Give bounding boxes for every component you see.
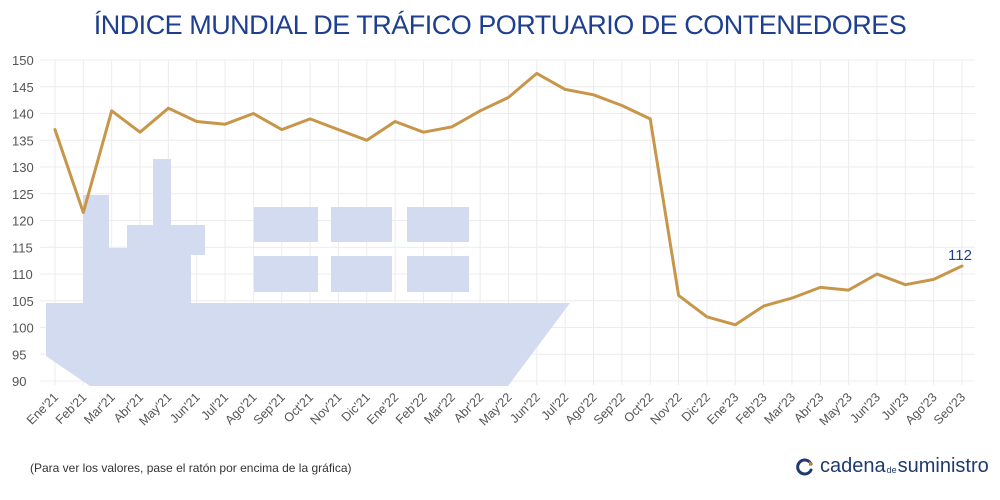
- y-tick-label: 115: [12, 240, 33, 255]
- data-point[interactable]: Feb'21: 121.5: [78, 207, 88, 217]
- footnote: (Para ver los valores, pase el ratón por…: [30, 461, 352, 475]
- data-point[interactable]: Mar'22: 137.5: [447, 122, 457, 132]
- data-point[interactable]: Oct'22: 139: [645, 114, 655, 124]
- data-point[interactable]: Ene'22: 138.5: [390, 117, 400, 127]
- x-tick-label: Feb'21: [53, 390, 90, 427]
- data-point[interactable]: Oct'21: 139: [305, 114, 315, 124]
- data-point[interactable]: Mar'21: 140.5: [107, 106, 117, 116]
- data-point[interactable]: Jun'22: 147.5: [532, 68, 542, 78]
- data-point[interactable]: Abr'23: 107.5: [815, 282, 825, 292]
- data-point[interactable]: Jul'21: 138: [220, 119, 230, 129]
- x-tick-label: Ene'23: [704, 390, 741, 427]
- x-tick-label: Mar'22: [421, 390, 458, 427]
- y-tick-label: 105: [12, 294, 34, 309]
- x-tick-label: Sep'21: [251, 390, 288, 427]
- data-point[interactable]: Ago'21: 140: [248, 109, 258, 119]
- logo-icon: [796, 458, 813, 475]
- data-point[interactable]: Sep'21: 137: [277, 125, 287, 135]
- data-point[interactable]: Jun'23: 110: [872, 269, 882, 279]
- x-tick-label: Nov'21: [307, 390, 344, 427]
- x-tick-label: Jun'21: [167, 390, 203, 426]
- data-point[interactable]: May'22: 143: [504, 92, 514, 102]
- data-point[interactable]: Mar'23: 105.5: [787, 293, 797, 303]
- data-point[interactable]: Ago'22: 143.5: [589, 90, 599, 100]
- y-tick-label: 145: [12, 80, 34, 95]
- x-tick-label: Mar'23: [761, 390, 798, 427]
- x-tick-label: May'21: [136, 390, 174, 428]
- y-tick-label: 130: [12, 160, 34, 175]
- x-axis: Ene'21Feb'21Mar'21Abr'21May'21Jun'21Jul'…: [24, 390, 968, 428]
- x-tick-label: Feb'23: [733, 390, 770, 427]
- x-tick-label: Ene'22: [364, 390, 401, 427]
- data-point[interactable]: Nov'22: 106: [674, 290, 684, 300]
- data-point[interactable]: May'23: 107: [844, 285, 854, 295]
- x-tick-label: Feb'22: [393, 390, 430, 427]
- x-tick-label: Ene'21: [24, 390, 61, 427]
- y-tick-label: 135: [12, 133, 34, 148]
- data-point[interactable]: Jul'23: 108: [900, 280, 910, 290]
- brand-part2: suministro: [897, 455, 989, 477]
- data-point[interactable]: Dic'21: 135: [362, 135, 372, 145]
- x-tick-label: May'23: [817, 390, 855, 428]
- y-tick-label: 90: [12, 374, 26, 389]
- data-point[interactable]: Ene'21: 137: [50, 125, 60, 135]
- data-point[interactable]: Abr'21: 136.5: [135, 127, 145, 137]
- chart-title: ÍNDICE MUNDIAL DE TRÁFICO PORTUARIO DE C…: [93, 10, 907, 40]
- data-point[interactable]: Ago'23: 109: [929, 274, 939, 284]
- data-point[interactable]: Jun'21: 138.5: [192, 117, 202, 127]
- y-tick-label: 95: [12, 347, 26, 362]
- data-point[interactable]: Dic'22: 102: [702, 312, 712, 322]
- x-tick-label: Jun'22: [507, 390, 543, 426]
- brand-part1: cadena: [820, 455, 886, 477]
- x-tick-label: May'22: [477, 390, 515, 428]
- x-tick-label: Sep'22: [591, 390, 628, 427]
- data-point[interactable]: Jul'22: 144.5: [560, 84, 570, 94]
- series-line[interactable]: [53, 71, 964, 327]
- last-value-label: 112: [948, 247, 972, 264]
- data-point[interactable]: Feb'22: 136.5: [418, 127, 428, 137]
- ship-illustration: [46, 159, 570, 386]
- data-point[interactable]: May'21: 141: [163, 103, 173, 113]
- x-tick-label: Seo'23: [931, 390, 968, 427]
- y-tick-label: 150: [12, 53, 34, 68]
- y-tick-label: 110: [12, 267, 33, 282]
- x-tick-label: Mar'21: [81, 390, 118, 427]
- x-tick-label: Jun'23: [847, 390, 883, 426]
- brand-logo[interactable]: cadena de suministro: [796, 455, 989, 478]
- data-point[interactable]: Ene'23: 100.5: [730, 320, 740, 330]
- y-axis: 90 95 100 105 110 115 120 125 130 135 140 145 150: [12, 53, 34, 389]
- y-tick-label: 100: [12, 321, 34, 336]
- y-tick-label: 125: [12, 187, 34, 202]
- data-point[interactable]: Feb'23: 104: [759, 301, 769, 311]
- x-tick-label: Nov'22: [648, 390, 685, 427]
- y-tick-label: 120: [12, 214, 34, 229]
- y-tick-label: 140: [12, 107, 34, 122]
- data-point[interactable]: Sep'22: 141.5: [617, 100, 627, 110]
- data-point[interactable]: Nov'21: 137: [333, 125, 343, 135]
- data-point[interactable]: Abr'22: 140.5: [475, 106, 485, 116]
- brand-small: de: [886, 464, 897, 475]
